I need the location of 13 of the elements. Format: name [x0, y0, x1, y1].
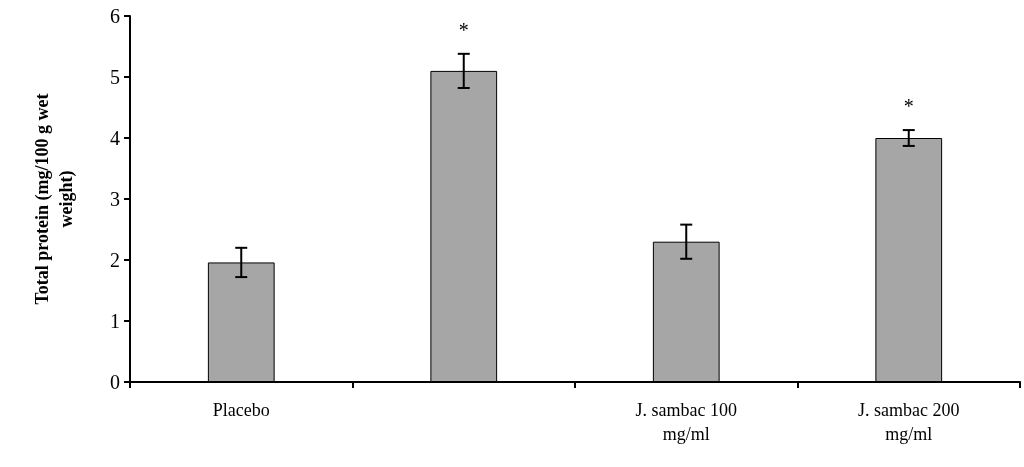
x-tick-label: J. sambac 100 mg/ml [635, 400, 737, 444]
data-label: * [458, 18, 469, 41]
y-tick-label: 1 [110, 310, 120, 332]
x-tick-label: Placebo [212, 400, 270, 420]
y-axis-title: Total protein (mg/100 g wet weight) [32, 93, 77, 305]
data-label: * [903, 95, 914, 118]
y-tick-label: 4 [110, 127, 120, 149]
y-tick-label: 2 [110, 249, 120, 271]
y-tick-label: 5 [110, 66, 120, 88]
x-tick-label: J. sambac 200 mg/ml [858, 400, 960, 444]
y-tick-label: 0 [110, 371, 120, 393]
y-tick-label: 6 [110, 5, 120, 27]
y-tick-label: 3 [110, 188, 120, 210]
